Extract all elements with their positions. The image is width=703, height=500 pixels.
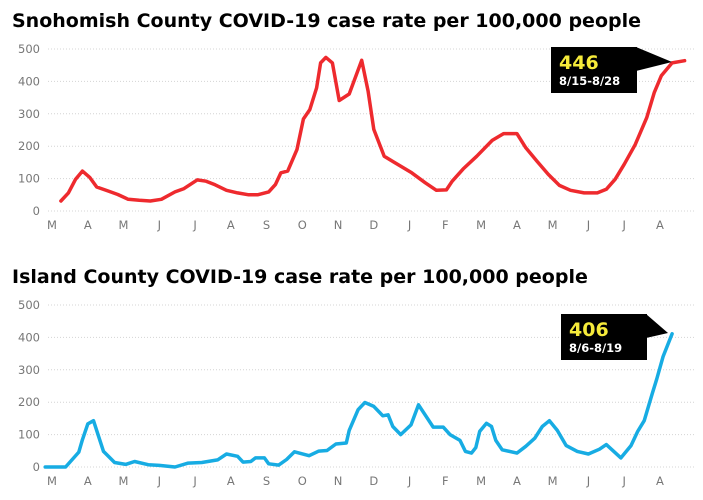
x-tick-label: N [334, 474, 343, 488]
callout-box [551, 47, 637, 93]
x-tick-label: J [157, 474, 161, 488]
x-tick-label: D [369, 218, 378, 232]
x-tick-label: M [476, 474, 486, 488]
y-tick-label: 200 [18, 139, 40, 153]
chart-title: Snohomish County COVID-19 case rate per … [12, 10, 641, 32]
x-tick-label: A [227, 218, 235, 232]
series-line [43, 332, 674, 469]
x-tick-label: J [586, 218, 590, 232]
x-tick-label: S [263, 218, 270, 232]
x-tick-label: S [263, 474, 270, 488]
y-tick-label: 400 [18, 330, 40, 344]
x-tick-label: A [656, 218, 664, 232]
y-tick-label: 500 [18, 298, 40, 312]
callout-value: 446 [559, 52, 599, 74]
callout-value: 406 [569, 319, 609, 341]
x-tick-label: M [548, 474, 558, 488]
x-tick-label: J [407, 218, 411, 232]
x-tick-label: J [192, 218, 196, 232]
x-tick-label: A [656, 474, 664, 488]
y-tick-label: 100 [18, 172, 40, 186]
x-tick-label: M [119, 218, 129, 232]
x-tick-label: J [621, 474, 625, 488]
y-tick-label: 200 [18, 395, 40, 409]
x-tick-label: F [442, 218, 449, 232]
callout-box [561, 314, 647, 360]
x-tick-label: J [192, 474, 196, 488]
y-tick-label: 100 [18, 428, 40, 442]
x-tick-label: M [47, 474, 57, 488]
x-tick-label: O [298, 218, 307, 232]
x-tick-label: F [442, 474, 449, 488]
y-tick-label: 0 [33, 460, 40, 474]
x-tick-label: O [298, 474, 307, 488]
x-tick-label: J [157, 218, 161, 232]
x-tick-label: J [586, 474, 590, 488]
chart-2: Island County COVID-19 case rate per 100… [12, 266, 695, 488]
y-tick-label: 300 [18, 107, 40, 121]
x-tick-label: M [548, 218, 558, 232]
x-tick-label: A [84, 218, 92, 232]
y-tick-label: 400 [18, 74, 40, 88]
x-tick-label: J [621, 218, 625, 232]
callout-pointer [646, 314, 668, 338]
x-tick-label: J [407, 474, 411, 488]
callout-date-range: 8/6-8/19 [569, 341, 622, 355]
x-tick-label: D [369, 474, 378, 488]
x-tick-label: A [227, 474, 235, 488]
chart-title: Island County COVID-19 case rate per 100… [12, 266, 588, 288]
callout-date-range: 8/15-8/28 [559, 74, 620, 88]
x-tick-label: N [334, 218, 343, 232]
x-tick-label: M [47, 218, 57, 232]
x-tick-label: M [119, 474, 129, 488]
x-tick-label: A [513, 474, 521, 488]
x-tick-label: M [476, 218, 486, 232]
y-tick-label: 300 [18, 363, 40, 377]
x-tick-label: A [513, 218, 521, 232]
callout-pointer [636, 47, 672, 71]
y-tick-label: 0 [33, 204, 40, 218]
chart-1: Snohomish County COVID-19 case rate per … [12, 10, 695, 232]
y-tick-label: 500 [18, 42, 40, 56]
x-tick-label: A [84, 474, 92, 488]
